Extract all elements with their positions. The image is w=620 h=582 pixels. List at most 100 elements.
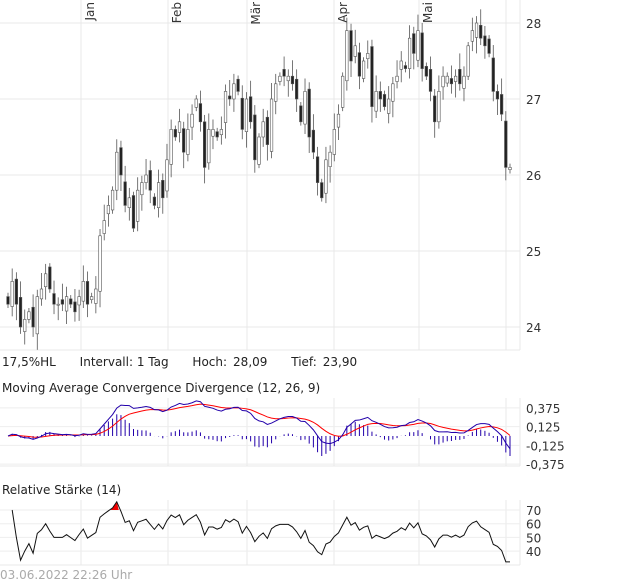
candle-down — [458, 69, 462, 85]
timestamp: 03.06.2022 22:26 Uhr — [0, 568, 133, 582]
candle-up — [169, 129, 173, 165]
candle-down — [236, 78, 240, 92]
candle-down — [495, 91, 500, 100]
candle-up — [269, 98, 274, 152]
month-label: Jan — [83, 2, 97, 22]
candle-up — [324, 159, 328, 194]
price-tick-label: 27 — [526, 93, 541, 107]
candle-up — [110, 189, 115, 211]
candle-up — [336, 113, 341, 128]
candle-up — [136, 189, 140, 222]
price-tick-label: 25 — [526, 245, 541, 259]
price-tick-label: 24 — [526, 321, 541, 335]
macd-tick-label: 0,125 — [526, 421, 560, 435]
candle-up — [328, 151, 332, 167]
candle-up — [165, 159, 169, 192]
month-label: Mär — [249, 2, 263, 25]
candle-down — [18, 297, 23, 328]
candle-down — [14, 278, 18, 305]
high-value: 28,09 — [233, 355, 268, 369]
candle-up — [56, 303, 60, 306]
candle-down — [504, 120, 508, 168]
candle-down — [282, 69, 286, 77]
candle-up — [194, 98, 198, 108]
candle-down — [357, 52, 362, 77]
candle-down — [307, 88, 311, 138]
candle-down — [131, 195, 136, 229]
candle-up — [64, 296, 69, 312]
candle-down — [69, 298, 73, 305]
candle-down — [249, 96, 253, 123]
candle-up — [144, 174, 148, 183]
candle-up — [190, 113, 194, 128]
candle-down — [320, 182, 324, 199]
candle-down — [483, 35, 487, 47]
candle-down — [182, 128, 186, 153]
month-label: Mai — [421, 2, 435, 23]
candle-down — [433, 95, 437, 123]
candle-up — [186, 129, 190, 155]
candle-down — [152, 196, 157, 206]
candle-down — [378, 91, 382, 100]
candle-down — [48, 266, 52, 290]
high-label: Hoch: — [192, 355, 228, 369]
candle-down — [349, 30, 353, 62]
candle-up — [140, 182, 144, 196]
candle-up — [345, 30, 349, 82]
low-value: 23,90 — [322, 355, 358, 369]
candle-up — [361, 60, 366, 79]
candle-down — [295, 78, 299, 100]
month-label: Feb — [170, 2, 184, 23]
candle-up — [391, 83, 395, 102]
candle-up — [35, 296, 39, 335]
candle-up — [44, 273, 48, 288]
price-tick-label: 28 — [526, 17, 541, 31]
candle-up — [244, 98, 249, 132]
interval-label: Intervall: 1 Tag — [79, 355, 169, 369]
macd-line — [7, 400, 511, 450]
candle-down — [60, 299, 64, 305]
candle-up — [207, 129, 211, 164]
candle-up — [10, 281, 14, 307]
candle-up — [374, 91, 378, 112]
candle-down — [6, 296, 10, 305]
candle-up — [77, 296, 81, 306]
candle-down — [449, 78, 454, 85]
candle-up — [232, 83, 236, 100]
candle-up — [441, 75, 445, 88]
candle-down — [52, 293, 56, 305]
candle-down — [173, 129, 177, 138]
info-line: 17,5%HL Intervall: 1 Tag Hoch: 28,09 Tief… — [2, 355, 377, 369]
candle-up — [416, 30, 420, 61]
candle-up — [223, 91, 228, 123]
candle-up — [211, 129, 215, 137]
candle-down — [240, 97, 244, 130]
candle-down — [500, 94, 504, 115]
candle-up — [407, 37, 412, 69]
candle-down — [487, 38, 491, 54]
candle-up — [115, 151, 119, 191]
candle-up — [399, 60, 403, 70]
rsi-tick-label: 70 — [526, 504, 541, 518]
candle-up — [127, 197, 131, 208]
candle-down — [73, 301, 77, 313]
candle-up — [387, 98, 391, 114]
candle-up — [23, 319, 27, 332]
macd-tick-label: -0,375 — [526, 458, 565, 472]
macd-title: Moving Average Convergence Divergence (1… — [2, 381, 321, 395]
candle-down — [198, 103, 203, 123]
candle-up — [341, 75, 345, 108]
candle-up — [395, 75, 399, 82]
scale-label: 17,5%HL — [2, 355, 56, 369]
rsi-tick-label: 50 — [526, 531, 541, 545]
candle-up — [445, 75, 449, 84]
candle-down — [215, 131, 219, 138]
candle-up — [94, 288, 98, 304]
candle-up — [286, 75, 290, 82]
candle-up — [106, 205, 110, 215]
candle-up — [474, 22, 479, 38]
macd-tick-label: -0,125 — [526, 439, 565, 453]
candle-up — [102, 220, 106, 234]
candle-down — [420, 32, 424, 69]
candle-up — [157, 182, 161, 208]
